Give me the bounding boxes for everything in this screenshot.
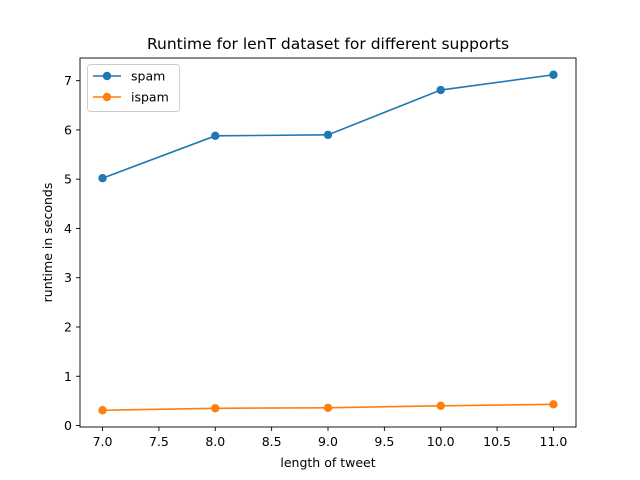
x-tick-label: 8.5 bbox=[262, 434, 282, 449]
series-layer bbox=[98, 70, 558, 415]
data-point bbox=[436, 401, 445, 411]
data-point bbox=[98, 406, 107, 415]
y-tick-label: 7 bbox=[64, 73, 72, 88]
series-ispam bbox=[98, 400, 558, 415]
legend-label: ispam bbox=[131, 90, 169, 105]
y-tick-label: 1 bbox=[64, 369, 72, 384]
data-point bbox=[211, 404, 220, 413]
x-tick-label: 7.5 bbox=[149, 434, 169, 449]
legend-label: spam bbox=[131, 69, 165, 84]
data-point bbox=[211, 131, 220, 141]
legend-item: ispam bbox=[93, 90, 169, 105]
x-axis: 7.0 7.5 8.0 8.5 9.0 9.5 10.0 10.5 11.0 bbox=[93, 427, 568, 449]
x-tick-label: 7.0 bbox=[93, 434, 113, 449]
legend-marker bbox=[102, 92, 112, 102]
x-tick-label: 11.0 bbox=[540, 434, 568, 449]
data-point bbox=[549, 70, 558, 79]
y-tick-label: 0 bbox=[64, 418, 72, 433]
legend: spam ispam bbox=[87, 64, 180, 112]
y-tick-label: 4 bbox=[64, 221, 72, 236]
x-tick-label: 9.0 bbox=[318, 434, 338, 449]
y-tick-label: 3 bbox=[64, 270, 72, 285]
x-axis-label: length of tweet bbox=[280, 455, 375, 470]
y-axis: 0 1 2 3 4 5 6 7 bbox=[64, 73, 80, 433]
y-tick-label: 6 bbox=[64, 122, 72, 137]
data-point bbox=[98, 174, 107, 183]
x-tick-label: 9.5 bbox=[374, 434, 394, 449]
legend-marker bbox=[102, 71, 112, 81]
legend-item: spam bbox=[93, 69, 165, 84]
y-tick-label: 5 bbox=[64, 172, 72, 187]
data-point bbox=[323, 403, 333, 412]
x-tick-label: 10.5 bbox=[483, 434, 511, 449]
series-spam bbox=[98, 70, 558, 183]
chart-title: Runtime for lenT dataset for different s… bbox=[147, 35, 509, 53]
y-axis-label: runtime in seconds bbox=[40, 183, 55, 303]
x-tick-label: 8.0 bbox=[205, 434, 225, 449]
x-tick-label: 10.0 bbox=[427, 434, 455, 449]
y-tick-label: 2 bbox=[64, 319, 72, 334]
data-point bbox=[549, 400, 558, 409]
data-point bbox=[323, 130, 333, 140]
data-point bbox=[436, 85, 445, 95]
